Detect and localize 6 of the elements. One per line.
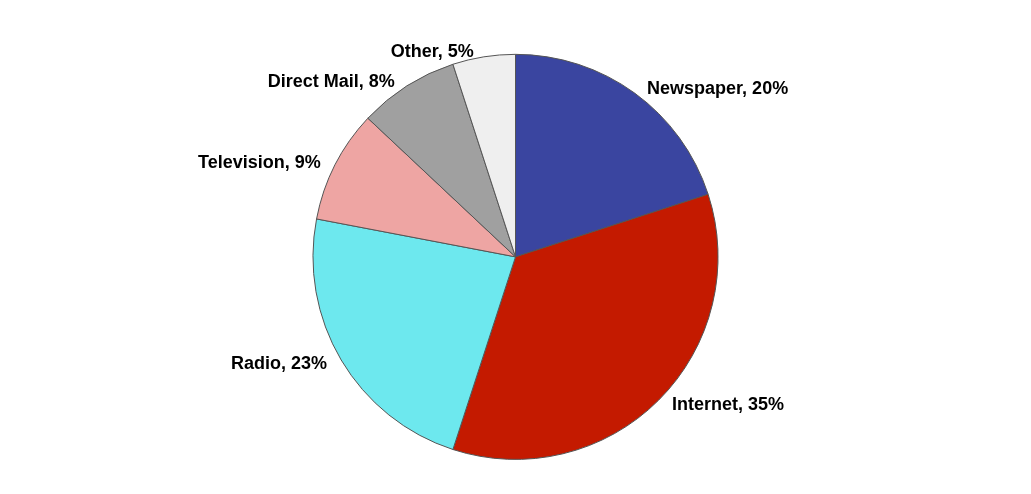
slice-label: Internet, 35% — [671, 394, 785, 415]
slice-label: Television, 9% — [197, 152, 321, 173]
slice-label: Radio, 23% — [230, 353, 327, 374]
slice-label: Direct Mail, 8% — [267, 70, 395, 91]
slice-label: Newspaper, 20% — [647, 78, 789, 99]
slice-label: Other, 5% — [390, 40, 474, 61]
